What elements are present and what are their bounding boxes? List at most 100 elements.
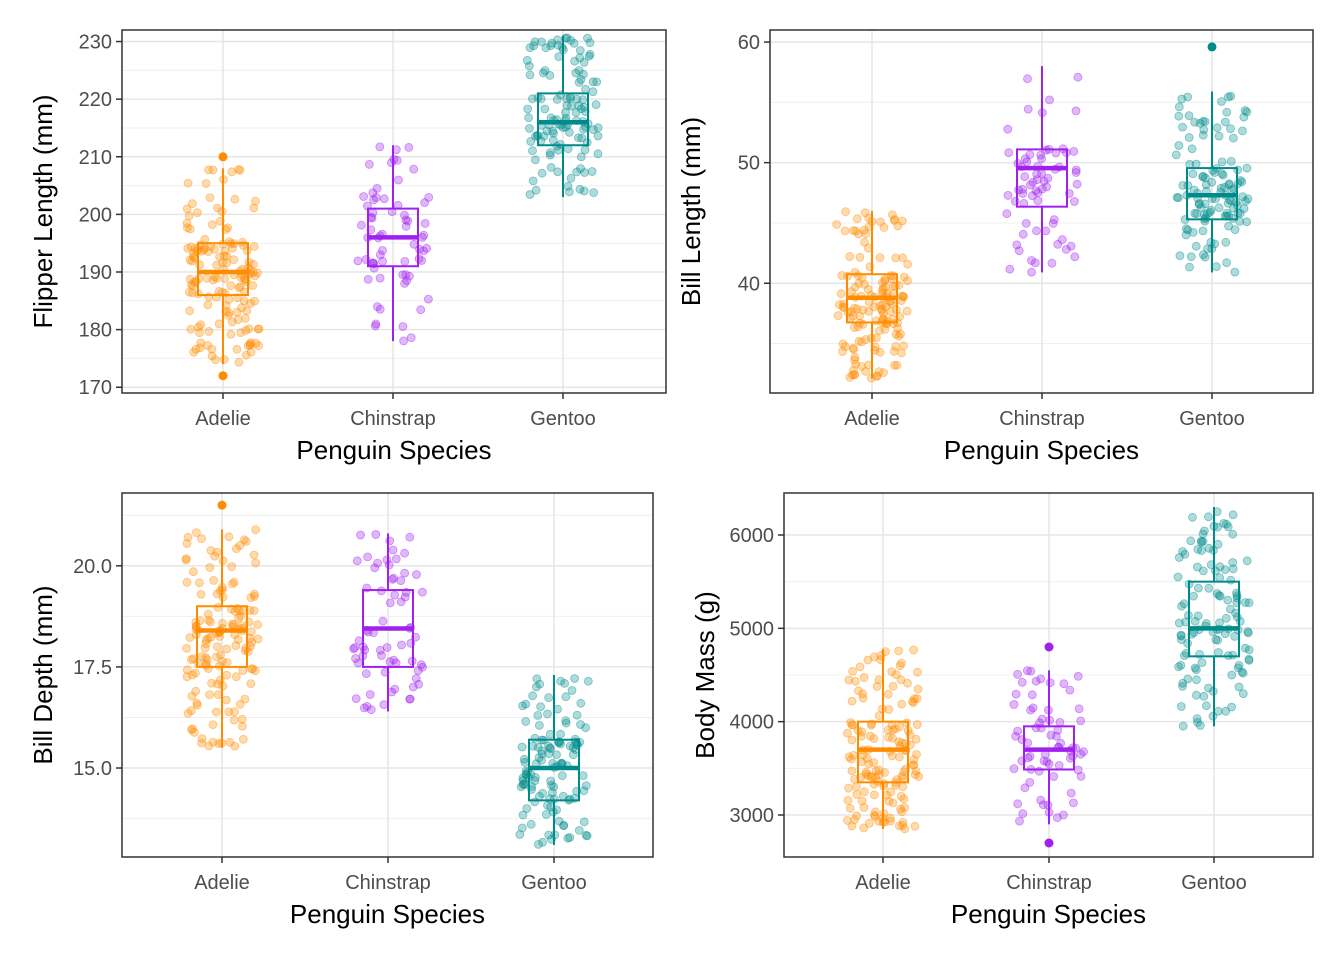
data-point [589,188,599,198]
box-iqr [537,92,589,147]
data-point [1180,549,1190,559]
data-point [187,691,197,701]
data-point [1065,685,1075,695]
data-point [581,723,590,733]
data-point [1046,730,1056,740]
y-tick-label: 180 [79,320,112,342]
data-point [1176,631,1186,641]
data-point [863,284,873,294]
data-point [234,165,243,174]
data-point [561,716,571,726]
y-tick-label: 210 [79,147,112,169]
data-point [543,801,552,810]
data-point [1079,747,1088,757]
data-point [183,178,193,188]
data-point [1224,92,1233,102]
data-point [1020,783,1030,793]
data-point [1238,126,1247,136]
data-point [1177,635,1186,645]
data-point [846,718,855,727]
data-point [183,709,193,718]
data-point [1045,95,1054,105]
data-point [879,222,889,232]
data-point [239,296,249,306]
data-point [1200,526,1209,536]
data-point [540,66,550,75]
data-point [884,705,894,714]
data-point [540,104,550,114]
data-point [518,701,527,711]
data-point [227,167,237,177]
data-point [364,159,374,169]
data-point [1238,192,1248,202]
data-point [249,592,259,601]
data-point [1207,177,1217,187]
data-point [1059,679,1069,689]
data-point [881,302,891,312]
data-point [230,194,240,204]
data-point [211,707,221,717]
data-point [1188,169,1198,179]
data-point [847,720,857,730]
data-point [400,548,410,558]
data-point [546,41,556,51]
data-point [1025,752,1035,761]
data-point [1042,182,1052,192]
data-point [211,652,221,662]
data-point [1181,230,1191,240]
data-point [1244,654,1254,664]
data-point [1228,558,1238,567]
data-point [528,176,538,186]
data-point [1178,721,1188,731]
box-group-gentoo [522,33,603,199]
data-point [852,790,862,799]
data-point [530,797,540,807]
data-point [409,239,419,249]
data-point [1176,702,1186,711]
data-point [909,755,919,764]
data-point [1193,611,1203,621]
data-point [576,104,586,114]
data-point [250,296,260,306]
data-point [1183,674,1193,684]
data-point [1174,111,1184,121]
data-point [1192,665,1201,674]
y-tick-label: 3000 [730,805,775,827]
data-point [192,208,202,218]
data-point [576,75,586,84]
data-point [897,738,907,748]
data-point [226,329,236,339]
data-point [1184,111,1194,120]
data-point [248,267,258,277]
data-point [413,666,423,675]
data-point [1197,537,1206,547]
data-point [1198,172,1207,182]
data-point [356,530,366,540]
data-point [188,288,197,298]
data-point [910,821,920,831]
data-point [1244,645,1254,655]
data-point [236,611,246,621]
data-point [881,319,891,329]
data-point [243,647,253,656]
data-point [537,756,546,765]
y-tick-label: 20.0 [73,556,112,578]
data-point [188,670,197,680]
data-point [191,344,201,354]
data-point [843,816,852,825]
data-point [250,196,260,206]
data-point [1039,756,1049,766]
data-point [1177,94,1187,104]
data-point [883,725,893,735]
data-point [888,725,898,735]
data-point [1042,757,1052,767]
data-point [1192,209,1201,219]
data-point [894,737,904,747]
y-axis-title: Body Mass (g) [690,591,720,759]
data-point [530,37,540,47]
data-point [1011,689,1021,699]
data-point [852,214,862,224]
panel-border [121,29,667,394]
data-point [223,310,233,320]
data-point [251,525,261,535]
